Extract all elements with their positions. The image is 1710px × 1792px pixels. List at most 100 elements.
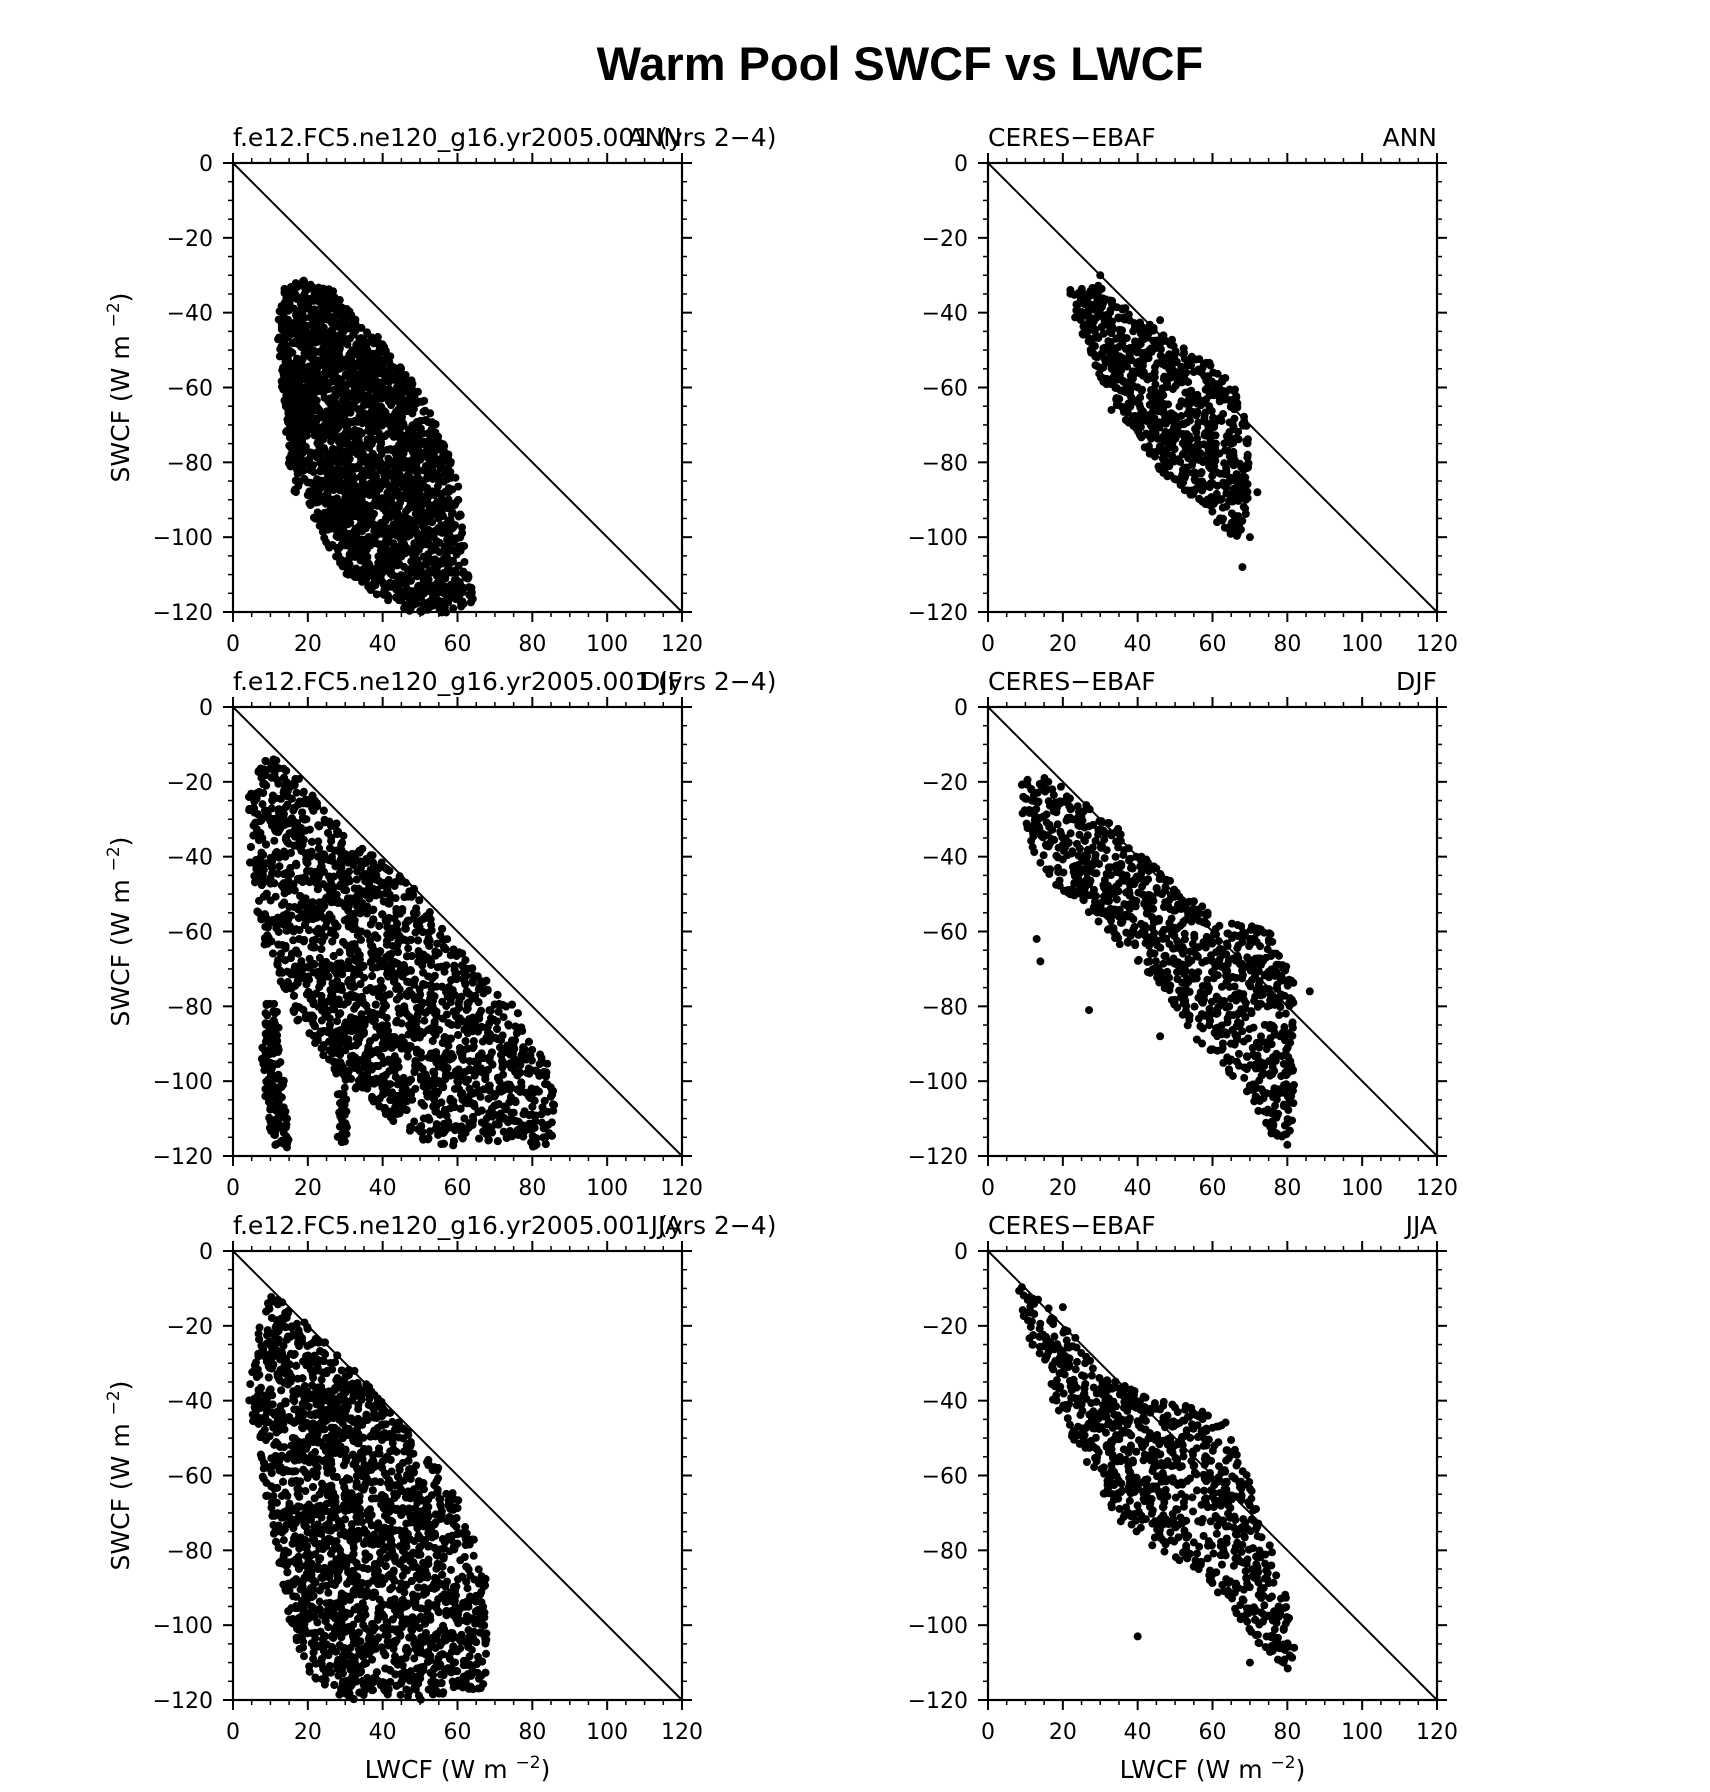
data-point [312,372,321,381]
y-tick-label: 0 [954,152,968,177]
data-point [1180,474,1189,483]
data-point [1232,483,1241,492]
data-point [304,389,313,398]
data-point [1086,345,1095,354]
data-point [303,403,312,412]
data-point [299,460,308,469]
data-point [1177,362,1186,371]
data-point [447,546,456,555]
data-point [456,532,465,541]
y-axis-label: SWCF (W m −2) [104,293,135,483]
data-point [1104,337,1113,346]
data-point [1080,300,1089,309]
data-point [373,355,382,364]
data-point [357,550,366,559]
data-point [310,431,319,440]
y-tick-label: −20 [167,771,213,796]
data-point [1230,414,1239,423]
data-point [284,286,293,295]
x-tick-label: 40 [369,632,397,657]
data-point [319,388,328,397]
data-point [333,482,342,491]
data-point [458,523,467,532]
data-point [1218,503,1227,512]
data-point [1075,311,1084,320]
data-point [333,374,342,383]
data-point [1186,355,1195,364]
data-point [439,451,448,460]
data-point [1124,310,1133,319]
data-point [383,488,392,497]
data-point [1225,497,1234,506]
data-point [319,353,328,362]
data-point [315,451,324,460]
data-point [287,394,296,403]
data-point [393,509,402,518]
data-point [295,452,304,461]
data-point [288,448,297,457]
data-point [399,431,408,440]
data-point [1143,444,1152,453]
data-point [444,597,453,606]
data-point [417,569,426,578]
data-point [316,437,325,446]
data-point [371,489,380,498]
data-point [401,507,410,516]
data-point [302,326,311,335]
data-point [351,491,360,500]
data-point [312,405,321,414]
data-point [1183,409,1192,418]
data-point [1086,287,1095,296]
data-point [423,497,432,506]
data-point [1216,514,1225,523]
data-point [1096,305,1105,314]
data-point [1096,271,1105,280]
data-point [440,441,449,450]
data-point [354,499,363,508]
data-point [409,551,418,560]
data-point [416,397,425,406]
data-point [1170,445,1179,454]
data-point [1229,438,1238,447]
data-point [1180,374,1189,383]
data-point [347,511,356,520]
y-tick-label: −40 [167,846,213,871]
data-point [291,291,300,300]
data-point [1205,458,1214,467]
data-point [323,428,332,437]
data-point [399,534,408,543]
data-point [1238,516,1247,525]
data-point [350,426,359,435]
data-point [1226,529,1235,538]
data-point [382,505,391,514]
data-point [393,516,402,525]
data-point [1093,297,1102,306]
data-point [1240,412,1249,421]
data-point [425,539,434,548]
data-point [370,499,379,508]
data-point [1128,414,1137,423]
data-point [376,432,385,441]
data-point [1183,486,1192,495]
data-point [1197,469,1206,478]
data-point [376,458,385,467]
data-point [1159,452,1168,461]
data-point [354,414,363,423]
data-point [363,328,372,337]
data-point [283,345,292,354]
data-point [366,541,375,550]
data-point [334,552,343,561]
data-point [362,341,371,350]
data-point [390,476,399,485]
data-point [301,284,310,293]
data-point [415,430,424,439]
data-point [1222,467,1231,476]
data-point [400,604,409,613]
data-point [395,526,404,535]
data-point [303,478,312,487]
x-tick-label: 100 [586,632,628,657]
data-point [1158,405,1167,414]
data-point [467,588,476,597]
x-tick-label: 40 [1124,632,1152,657]
data-point [323,492,332,501]
